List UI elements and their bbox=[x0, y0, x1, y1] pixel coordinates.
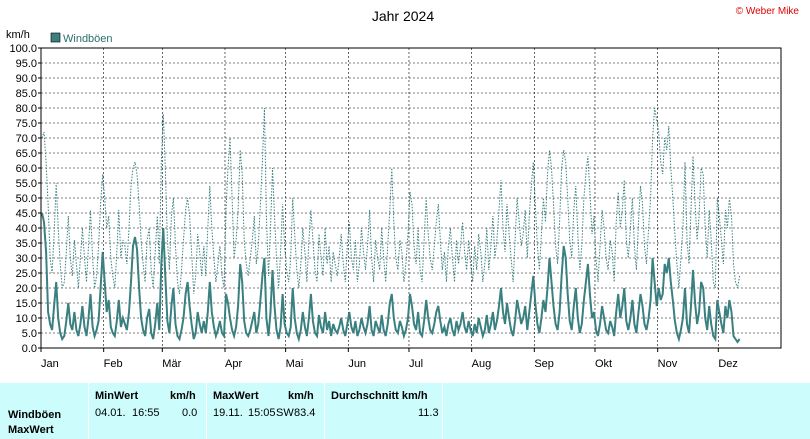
stats-separator bbox=[324, 383, 325, 439]
copyright-text: © Weber Mike bbox=[736, 6, 800, 17]
y-tick-label: 60.0 bbox=[16, 163, 37, 175]
y-axis-ticks: 0.0 5.0 10.0 15.0 20.0 25.0 30.0 35.0 40.0 45.0 50… bbox=[9, 43, 41, 355]
stats-max-column: MaxWert km/h 19.11. 15:05 SW 83.4 bbox=[206, 383, 324, 439]
series-group bbox=[41, 107, 741, 344]
y-tick-label: 70.0 bbox=[16, 133, 37, 145]
stats-min-time: 16:55 bbox=[132, 407, 160, 419]
series-line-windb-en bbox=[41, 212, 741, 344]
plot-frame bbox=[40, 47, 782, 349]
legend-label-windboeen: Windböen bbox=[63, 33, 113, 45]
stats-avg-value: 11.3 bbox=[418, 407, 439, 419]
x-tick-label: Okt bbox=[595, 358, 612, 370]
y-tick-label: 65.0 bbox=[16, 148, 37, 160]
stats-row-label-windboeen: Windböen bbox=[8, 409, 62, 421]
y-tick-label: 20.0 bbox=[16, 283, 37, 295]
x-tick-label: Mai bbox=[286, 358, 304, 370]
chart-title: Jahr 2024 bbox=[372, 8, 434, 24]
y-tick-label: 30.0 bbox=[16, 253, 37, 265]
wind-chart: Jahr 2024 © Weber Mike km/h Windböen 0.0… bbox=[6, 6, 800, 370]
x-tick-label: Nov bbox=[658, 358, 678, 370]
stats-max-header: MaxWert bbox=[213, 390, 259, 402]
x-tick-label: Sep bbox=[534, 358, 554, 370]
y-tick-label: 15.0 bbox=[16, 298, 37, 310]
stats-avg-header: Durchschnitt km/h bbox=[331, 390, 428, 402]
x-tick-label: Jun bbox=[348, 358, 366, 370]
stats-min-unit: km/h bbox=[170, 390, 196, 402]
y-tick-label: 80.0 bbox=[16, 103, 37, 115]
stats-min-column: MinWert km/h 04.01. 16:55 0.0 bbox=[88, 383, 206, 439]
x-tick-label: Dez bbox=[718, 358, 738, 370]
y-tick-label: 45.0 bbox=[16, 208, 37, 220]
legend-swatch bbox=[50, 32, 61, 43]
stats-max-date: 19.11. bbox=[213, 407, 243, 419]
stats-max-time: 15:05 bbox=[248, 407, 276, 419]
stats-panel: Windböen MaxWert MinWert km/h 04.01. 16:… bbox=[0, 383, 810, 439]
y-tick-label: 85.0 bbox=[16, 88, 37, 100]
stats-row-label-maxwert: MaxWert bbox=[8, 424, 54, 436]
x-tick-label: Aug bbox=[472, 358, 492, 370]
stats-max-direction: SW bbox=[276, 407, 294, 419]
stats-max-value: 83.4 bbox=[294, 407, 316, 419]
stats-min-date: 04.01. bbox=[95, 407, 126, 419]
x-tick-label: Jul bbox=[409, 358, 423, 370]
y-tick-label: 75.0 bbox=[16, 118, 37, 130]
y-tick-label: 100.0 bbox=[9, 43, 37, 55]
y-tick-label: 5.0 bbox=[22, 328, 37, 340]
y-tick-label: 10.0 bbox=[16, 313, 37, 325]
stats-separator bbox=[442, 383, 443, 439]
stats-separator bbox=[206, 383, 207, 439]
x-tick-label: Mär bbox=[162, 358, 181, 370]
y-axis-unit: km/h bbox=[6, 29, 30, 41]
x-axis-ticks: Jan Feb Mär Apr Mai Jun Jul Aug Sep Okt Nov Dez bbox=[40, 348, 738, 370]
stats-min-header: MinWert bbox=[95, 390, 139, 402]
y-tick-label: 25.0 bbox=[16, 268, 37, 280]
y-tick-label: 50.0 bbox=[16, 193, 37, 205]
stats-avg-column: Durchschnitt km/h 11.3 bbox=[324, 383, 442, 439]
y-tick-label: 40.0 bbox=[16, 223, 37, 235]
x-tick-label: Jan bbox=[41, 358, 59, 370]
y-tick-label: 35.0 bbox=[16, 238, 37, 250]
stats-min-value: 0.0 bbox=[182, 407, 198, 419]
y-tick-label: 0.0 bbox=[22, 343, 37, 355]
stats-max-unit: km/h bbox=[288, 390, 314, 402]
y-tick-label: 90.0 bbox=[16, 73, 37, 85]
x-tick-label: Apr bbox=[225, 358, 242, 370]
y-tick-label: 55.0 bbox=[16, 178, 37, 190]
stats-separator bbox=[88, 383, 89, 439]
x-tick-label: Feb bbox=[104, 358, 123, 370]
y-tick-label: 95.0 bbox=[16, 58, 37, 70]
